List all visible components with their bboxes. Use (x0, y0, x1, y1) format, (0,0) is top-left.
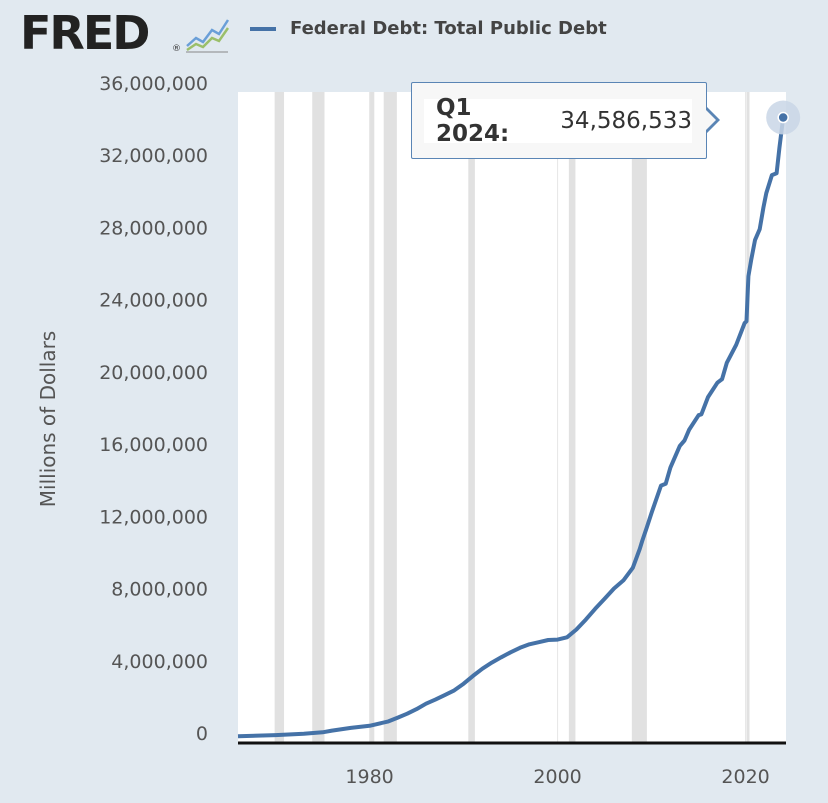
fred-registered-mark: ® (172, 44, 181, 54)
y-tick-label: 36,000,000 (99, 73, 208, 95)
y-tick-label: 32,000,000 (99, 145, 208, 167)
hover-point[interactable] (777, 111, 789, 124)
y-tick-label: 24,000,000 (99, 290, 208, 312)
recession-band (383, 92, 397, 742)
tooltip-content: Q1 2024: 34,586,533 (424, 95, 692, 147)
y-axis-ticks: 0 4,000,000 8,000,000 12,000,000 16,000,000 2… (99, 73, 208, 745)
y-tick-label: 20,000,000 (99, 362, 208, 384)
chart-header: FRED ® Federal Debt: Total Public Debt (0, 0, 828, 70)
x-tick-label: 2020 (721, 766, 769, 788)
recession-band (468, 92, 475, 742)
legend-swatch (250, 26, 276, 31)
series-line-federal-debt[interactable] (237, 117, 786, 739)
recession-shading (274, 92, 750, 742)
y-axis-label: Millions of Dollars (36, 331, 60, 507)
y-tick-label: 28,000,000 (99, 217, 208, 239)
fred-logo[interactable]: FRED (20, 6, 150, 60)
grid-lines (369, 92, 747, 742)
legend-label: Federal Debt: Total Public Debt (290, 18, 607, 39)
plot-background (238, 92, 786, 742)
tooltip-date: Q1 2024: (436, 95, 510, 147)
tooltip: Q1 2024: 34,586,533 (411, 82, 707, 159)
tooltip-pointer-fill (704, 108, 716, 132)
recession-band (312, 92, 325, 742)
x-tick-label: 1980 (345, 766, 393, 788)
recession-band (746, 92, 750, 742)
recession-band (274, 92, 285, 742)
y-tick-label: 4,000,000 (111, 651, 208, 673)
y-tick-label: 16,000,000 (99, 434, 208, 456)
legend[interactable]: Federal Debt: Total Public Debt (250, 18, 607, 39)
y-tick-label: 0 (196, 723, 208, 745)
x-axis-ticks: 1980 2000 2020 (345, 766, 769, 788)
recession-band (568, 92, 576, 742)
x-tick-label: 2000 (533, 766, 581, 788)
fred-mini-chart-icon (186, 19, 230, 53)
y-tick-label: 8,000,000 (111, 579, 208, 601)
recession-band (631, 92, 647, 742)
recession-band (369, 92, 375, 742)
tooltip-value: 34,586,533 (560, 108, 692, 134)
y-tick-label: 12,000,000 (99, 506, 208, 528)
